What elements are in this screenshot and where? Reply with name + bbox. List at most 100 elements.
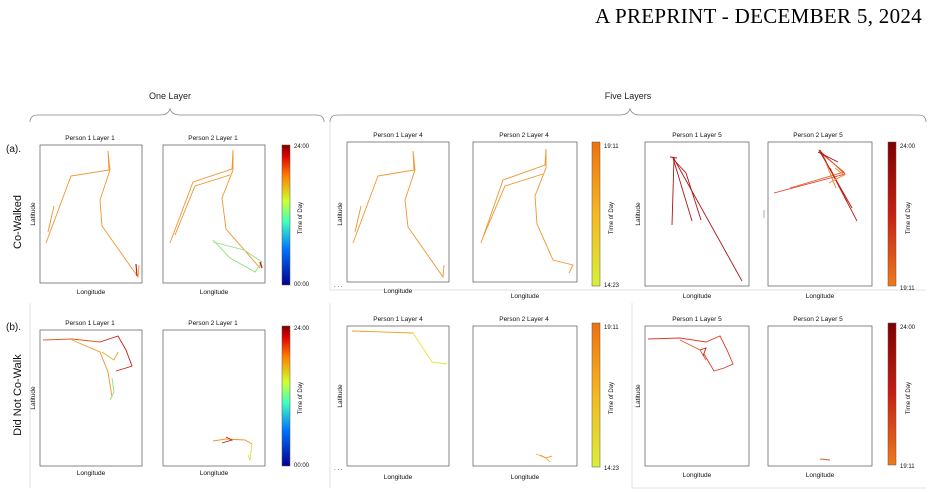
colorbar-bottom: 14:23 [604, 466, 620, 472]
bracket-one-layer [29, 107, 325, 123]
trajectory-path [352, 150, 445, 279]
panel-title: Person 1 Layer 4 [373, 316, 423, 323]
panel-title: Person 1 Layer 4 [373, 132, 423, 139]
plot-area [644, 325, 750, 467]
trajectory-path [42, 335, 133, 401]
panel-title: Person 2 Layer 4 [499, 132, 549, 139]
trajectory-path [45, 150, 140, 279]
x-axis-label: Longitude [77, 470, 106, 477]
colorbar-bottom: 14:23 [604, 283, 620, 289]
colorbar-layer5-b: 24:00 19:11 Time of Day [887, 322, 916, 470]
trajectory-path [212, 436, 253, 461]
panel-title: Person 1 Layer 1 [65, 320, 115, 327]
panel-b1: Person 1 Layer 1 Longitude Latitude [30, 320, 143, 477]
colorbar-title: Time of Day [906, 202, 912, 234]
trajectory-path [169, 149, 261, 269]
colorbar-title: Time of Day [906, 382, 912, 414]
trajectory-path [819, 458, 831, 461]
plot-area [162, 329, 266, 467]
panel-title: Person 2 Layer 5 [793, 316, 843, 323]
group-label-one-layer: One Layer [149, 91, 191, 101]
x-axis-label: Longitude [384, 474, 413, 481]
colorbar-layer4-a: 19:11 14:23 Time of Day [591, 141, 620, 289]
y-axis-label: Latitude [635, 384, 642, 408]
panel-b3: Person 1 Layer 4 Longitude Latitude . . … [334, 316, 450, 481]
panel-b5: Person 1 Layer 5 Longitude Latitude [635, 316, 750, 479]
plot-area [39, 329, 143, 467]
panel-title: Person 2 Layer 1 [188, 135, 238, 142]
trajectory-path [535, 453, 553, 463]
plot-area [162, 144, 266, 284]
colorbar-top: 24:00 [294, 144, 310, 150]
plot-area [767, 325, 873, 467]
colorbar-title: Time of Day [298, 202, 304, 234]
bracket-five-layers [329, 107, 927, 123]
trajectory-path [480, 148, 574, 274]
panel-a3: Person 1 Layer 4 Longitude Latitude . . … [334, 132, 450, 295]
colorbar-layer5-a: 24:00 19:11 Time of Day [887, 141, 916, 292]
row-label-did-not-co-walk: Did Not Co-Walk [12, 354, 24, 436]
colorbar-bottom: 00:00 [294, 282, 310, 288]
x-axis-label: Longitude [806, 293, 835, 300]
panel-title: Person 1 Layer 5 [672, 132, 722, 139]
y-axis-label: Latitude [337, 384, 344, 408]
panel-a2: Person 2 Layer 1 Longitude [162, 135, 266, 296]
y-axis-label: Latitude [30, 202, 37, 226]
panel-a1: Person 1 Layer 1 Longitude Latitude [30, 135, 143, 296]
group-frames [29, 122, 926, 489]
plot-area [644, 141, 750, 287]
trajectory-path-late [259, 261, 263, 269]
x-axis-label: Longitude [683, 293, 712, 300]
panel-a5: Person 1 Layer 5 Longitude Latitude [635, 132, 750, 300]
x-axis-label: Longitude [683, 472, 712, 479]
panel-b4: Person 2 Layer 4 Longitude [472, 316, 578, 481]
colorbar-bottom: 00:00 [294, 463, 310, 469]
trajectory-path [351, 330, 448, 365]
colorbar-top: 24:00 [900, 325, 916, 331]
plot-area [472, 141, 578, 283]
panel-a4: Person 2 Layer 4 Longitude [472, 132, 578, 300]
x-axis-label: Longitude [511, 474, 540, 481]
trajectory-path [647, 335, 734, 372]
plot-area [472, 325, 578, 467]
y-axis-label: Latitude [635, 202, 642, 226]
panel-b2: Person 2 Layer 1 Longitude [162, 320, 266, 477]
panel-b6: Person 2 Layer 5 Longitude [767, 316, 873, 479]
x-axis-label: Longitude [511, 293, 540, 300]
colorbar-title: Time of Day [609, 202, 615, 234]
colorbar-top: 24:00 [900, 144, 916, 150]
panel-a6: Person 2 Layer 5 Longitude [763, 132, 873, 300]
colorbar-title: Time of Day [298, 382, 304, 414]
trajectory-path [773, 149, 858, 222]
x-axis-label: Longitude [77, 289, 106, 296]
panel-title: Person 1 Layer 1 [65, 135, 115, 142]
row-tag-a: (a). [6, 144, 21, 155]
colorbar-layer1-a: 24:00 00:00 Time of Day [281, 144, 310, 288]
colorbar-bottom: 19:11 [900, 286, 915, 292]
group-label-five-layers: Five Layers [605, 91, 652, 101]
colorbar-title: Time of Day [609, 382, 615, 414]
colorbar-top: 19:11 [604, 325, 619, 331]
row-label-co-walked: Co-Walked [12, 195, 24, 249]
panel-title: Person 2 Layer 5 [793, 132, 843, 139]
colorbar-top: 19:11 [604, 144, 619, 150]
panel-title: Person 2 Layer 1 [188, 320, 238, 327]
plot-area [346, 141, 450, 283]
plot-area [39, 144, 143, 284]
colorbar-layer1-b: 24:00 00:00 Time of Day [281, 325, 310, 469]
trajectory-path [669, 156, 743, 282]
x-axis-label: Longitude [384, 288, 413, 295]
x-axis-label: Longitude [806, 472, 835, 479]
trajectory-path-green [212, 239, 263, 273]
trajectory-path-late [135, 263, 138, 277]
colorbar-layer4-b: 19:11 14:23 Time of Day [591, 322, 620, 472]
ellipsis-mark: . . . [334, 283, 343, 289]
colorbar-bottom: 19:11 [900, 464, 915, 470]
plot-area [346, 325, 450, 467]
x-axis-label: Longitude [200, 289, 229, 296]
panel-title: Person 1 Layer 5 [672, 316, 722, 323]
page-header: A PREPRINT - DECEMBER 5, 2024 [595, 4, 922, 28]
y-axis-label: Latitude [30, 386, 37, 410]
panel-title: Person 2 Layer 4 [499, 316, 549, 323]
